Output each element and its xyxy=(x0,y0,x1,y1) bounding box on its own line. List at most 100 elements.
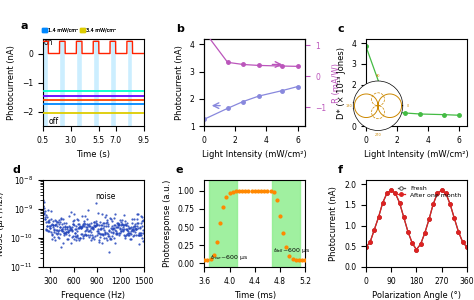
Y-axis label: D* (× 10¹³ Jones): D* (× 10¹³ Jones) xyxy=(337,46,346,118)
Text: c: c xyxy=(337,24,344,34)
Y-axis label: Photocurrent (nA): Photocurrent (nA) xyxy=(175,45,184,120)
After one month xyxy=(447,202,453,206)
Fresh xyxy=(372,228,377,232)
Fresh xyxy=(410,241,415,245)
After one month xyxy=(397,201,402,205)
Fresh xyxy=(413,248,419,251)
Fresh xyxy=(376,215,382,219)
Line: After one month: After one month xyxy=(364,189,469,251)
Line: Fresh: Fresh xyxy=(364,189,469,251)
Bar xyxy=(65,39,76,126)
Fresh xyxy=(426,218,432,221)
100 μW/cm² xyxy=(46,89,51,93)
Text: noise: noise xyxy=(95,192,116,201)
3.7 mW/cm² xyxy=(46,98,51,102)
X-axis label: Light Intensity (mW/cm²): Light Intensity (mW/cm²) xyxy=(364,150,469,159)
1.2 mW/cm² xyxy=(34,94,40,98)
Text: off: off xyxy=(49,117,59,126)
1.4 mW/cm² xyxy=(46,103,51,106)
Bar xyxy=(116,39,127,126)
After one month xyxy=(388,188,394,192)
Bar xyxy=(99,39,110,126)
Fresh xyxy=(451,216,457,220)
Bar xyxy=(82,39,93,126)
Fresh xyxy=(435,191,440,195)
X-axis label: Time (s): Time (s) xyxy=(76,150,110,159)
Bar xyxy=(48,39,60,126)
After one month xyxy=(451,216,457,220)
Y-axis label: Photoresponse (a.u.): Photoresponse (a.u.) xyxy=(163,180,172,267)
Fresh xyxy=(460,240,465,244)
Fresh xyxy=(447,202,453,206)
Legend: 1.4 mW/cm², 3.4 mW/cm²: 1.4 mW/cm², 3.4 mW/cm² xyxy=(40,26,118,35)
Fresh xyxy=(464,245,470,249)
After one month xyxy=(413,248,419,251)
Fresh xyxy=(388,188,394,192)
Text: f: f xyxy=(337,165,343,175)
Text: 0: 0 xyxy=(406,104,409,108)
Text: e: e xyxy=(176,165,183,175)
Text: d: d xyxy=(12,165,20,175)
Fresh xyxy=(397,201,402,205)
Fresh xyxy=(401,215,407,219)
X-axis label: Light Intensity (mW/cm²): Light Intensity (mW/cm²) xyxy=(202,150,307,159)
X-axis label: Polarization Angle (°): Polarization Angle (°) xyxy=(372,291,461,300)
After one month xyxy=(422,231,428,235)
Legend: Fresh, After one month: Fresh, After one month xyxy=(395,183,464,200)
Text: 90: 90 xyxy=(376,74,380,78)
Text: $t_{fall}$~600 μs: $t_{fall}$~600 μs xyxy=(273,246,310,255)
Bar xyxy=(210,180,237,267)
Fresh xyxy=(363,245,369,249)
Fresh xyxy=(384,191,390,195)
Y-axis label: Photocurrent (nA): Photocurrent (nA) xyxy=(329,186,338,261)
Fresh xyxy=(422,231,428,235)
3.4 mW/cm² xyxy=(46,111,51,115)
After one month xyxy=(439,188,445,192)
3.4 mW/cm² xyxy=(34,111,40,115)
Fresh xyxy=(418,242,423,246)
After one month xyxy=(460,240,465,244)
Fresh xyxy=(443,191,449,195)
After one month xyxy=(405,230,411,234)
Text: b: b xyxy=(176,24,184,34)
Bar xyxy=(132,39,144,126)
Fresh xyxy=(456,230,461,234)
After one month xyxy=(418,242,423,246)
After one month xyxy=(367,240,373,244)
Text: a: a xyxy=(20,21,28,31)
After one month xyxy=(372,228,377,232)
After one month xyxy=(392,191,398,195)
After one month xyxy=(435,191,440,195)
Text: 270: 270 xyxy=(374,133,382,137)
Text: on: on xyxy=(44,38,53,47)
After one month xyxy=(410,241,415,245)
Fresh xyxy=(392,191,398,195)
After one month xyxy=(426,218,432,221)
After one month xyxy=(401,215,407,219)
X-axis label: Time (ms): Time (ms) xyxy=(234,291,276,300)
X-axis label: Frequence (Hz): Frequence (Hz) xyxy=(61,291,125,300)
After one month xyxy=(443,191,449,195)
After one month xyxy=(384,191,390,195)
100 μW/cm² xyxy=(34,89,40,93)
After one month xyxy=(363,245,369,249)
1.2 mW/cm² xyxy=(46,94,51,98)
After one month xyxy=(464,245,470,249)
Y-axis label: Noise (μA²/Hzₓ): Noise (μA²/Hzₓ) xyxy=(0,191,5,256)
Y-axis label: R (mA/W): R (mA/W) xyxy=(332,62,341,103)
Fresh xyxy=(439,188,445,192)
Bar xyxy=(273,180,300,267)
3.7 mW/cm² xyxy=(34,98,40,102)
After one month xyxy=(430,202,436,206)
After one month xyxy=(380,201,385,205)
Fresh xyxy=(380,201,385,205)
Fresh xyxy=(367,240,373,244)
Fresh xyxy=(405,230,411,234)
Text: $t_{rise}$~600 μs: $t_{rise}$~600 μs xyxy=(210,253,248,262)
After one month xyxy=(456,230,461,234)
1.4 mW/cm² xyxy=(34,103,40,106)
Y-axis label: Photocurrent (nA): Photocurrent (nA) xyxy=(7,45,16,120)
Fresh xyxy=(430,202,436,206)
After one month xyxy=(376,215,382,219)
Text: 180: 180 xyxy=(345,104,352,108)
